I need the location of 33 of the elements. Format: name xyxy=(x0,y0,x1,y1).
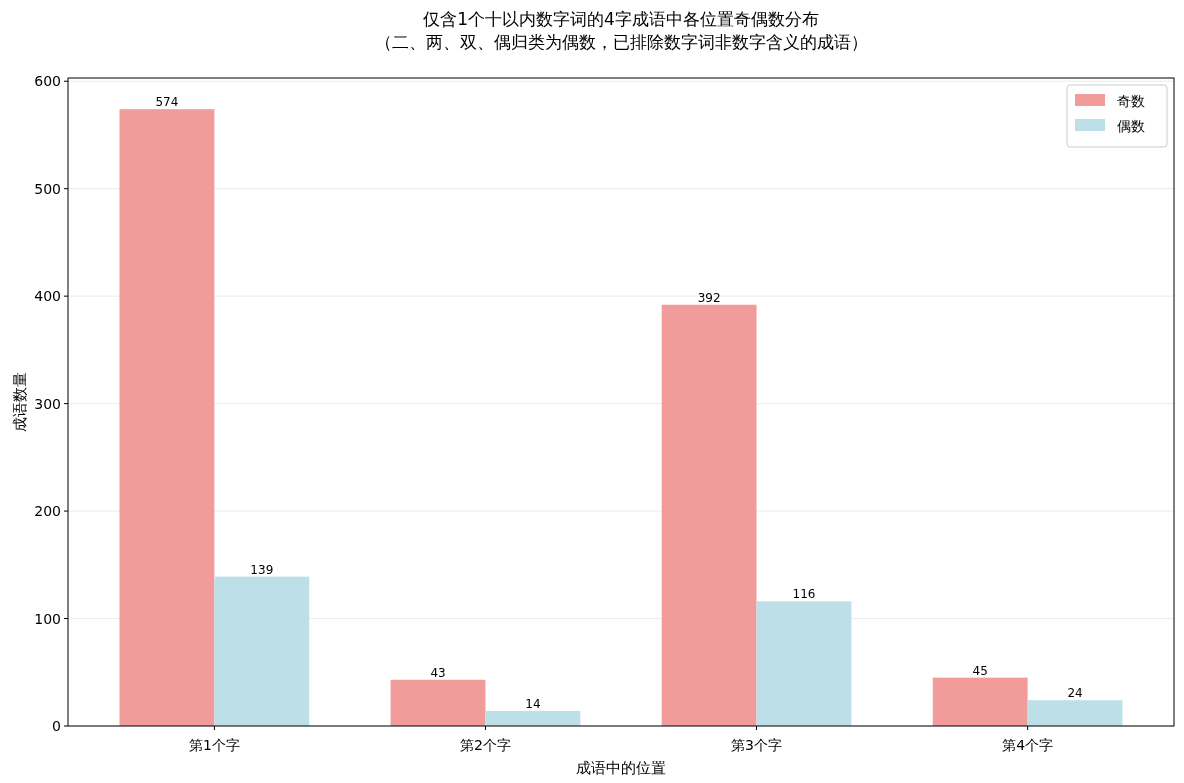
chart-title: 仅含1个十以内数字词的4字成语中各位置奇偶数分布 xyxy=(423,9,819,29)
bar xyxy=(214,576,310,726)
bar xyxy=(390,679,486,726)
y-tick-label: 100 xyxy=(34,610,61,627)
bar xyxy=(932,677,1028,726)
y-tick-label: 300 xyxy=(34,395,61,412)
bar xyxy=(119,109,215,726)
data-label: 392 xyxy=(697,290,721,305)
data-label: 116 xyxy=(792,587,816,602)
y-tick-label: 400 xyxy=(34,288,61,305)
bar xyxy=(1027,700,1123,726)
data-label: 43 xyxy=(430,665,446,680)
y-tick-label: 0 xyxy=(52,718,61,734)
y-axis-title: 成语数量 xyxy=(11,372,29,432)
data-label: 574 xyxy=(155,95,179,110)
y-tick-label: 600 xyxy=(34,73,61,90)
data-label: 139 xyxy=(250,562,274,577)
y-tick-label: 500 xyxy=(34,180,61,197)
legend-label: 偶数 xyxy=(1117,118,1145,134)
x-tick-label: 第2个字 xyxy=(460,737,511,753)
data-label: 45 xyxy=(972,663,988,678)
x-axis-title: 成语中的位置 xyxy=(576,759,666,777)
chart-subtitle: （二、两、双、偶归类为偶数，已排除数字词非数字含义的成语） xyxy=(374,32,868,52)
bar xyxy=(485,710,581,726)
legend-label: 奇数 xyxy=(1117,93,1145,109)
x-tick-label: 第4个字 xyxy=(1002,737,1054,753)
bar xyxy=(756,601,852,726)
bar xyxy=(661,304,757,726)
y-tick-label: 200 xyxy=(34,503,61,520)
data-label: 24 xyxy=(1067,686,1083,701)
x-tick-label: 第3个字 xyxy=(731,737,782,753)
data-label: 14 xyxy=(525,696,541,711)
x-tick-label: 第1个字 xyxy=(188,737,240,753)
